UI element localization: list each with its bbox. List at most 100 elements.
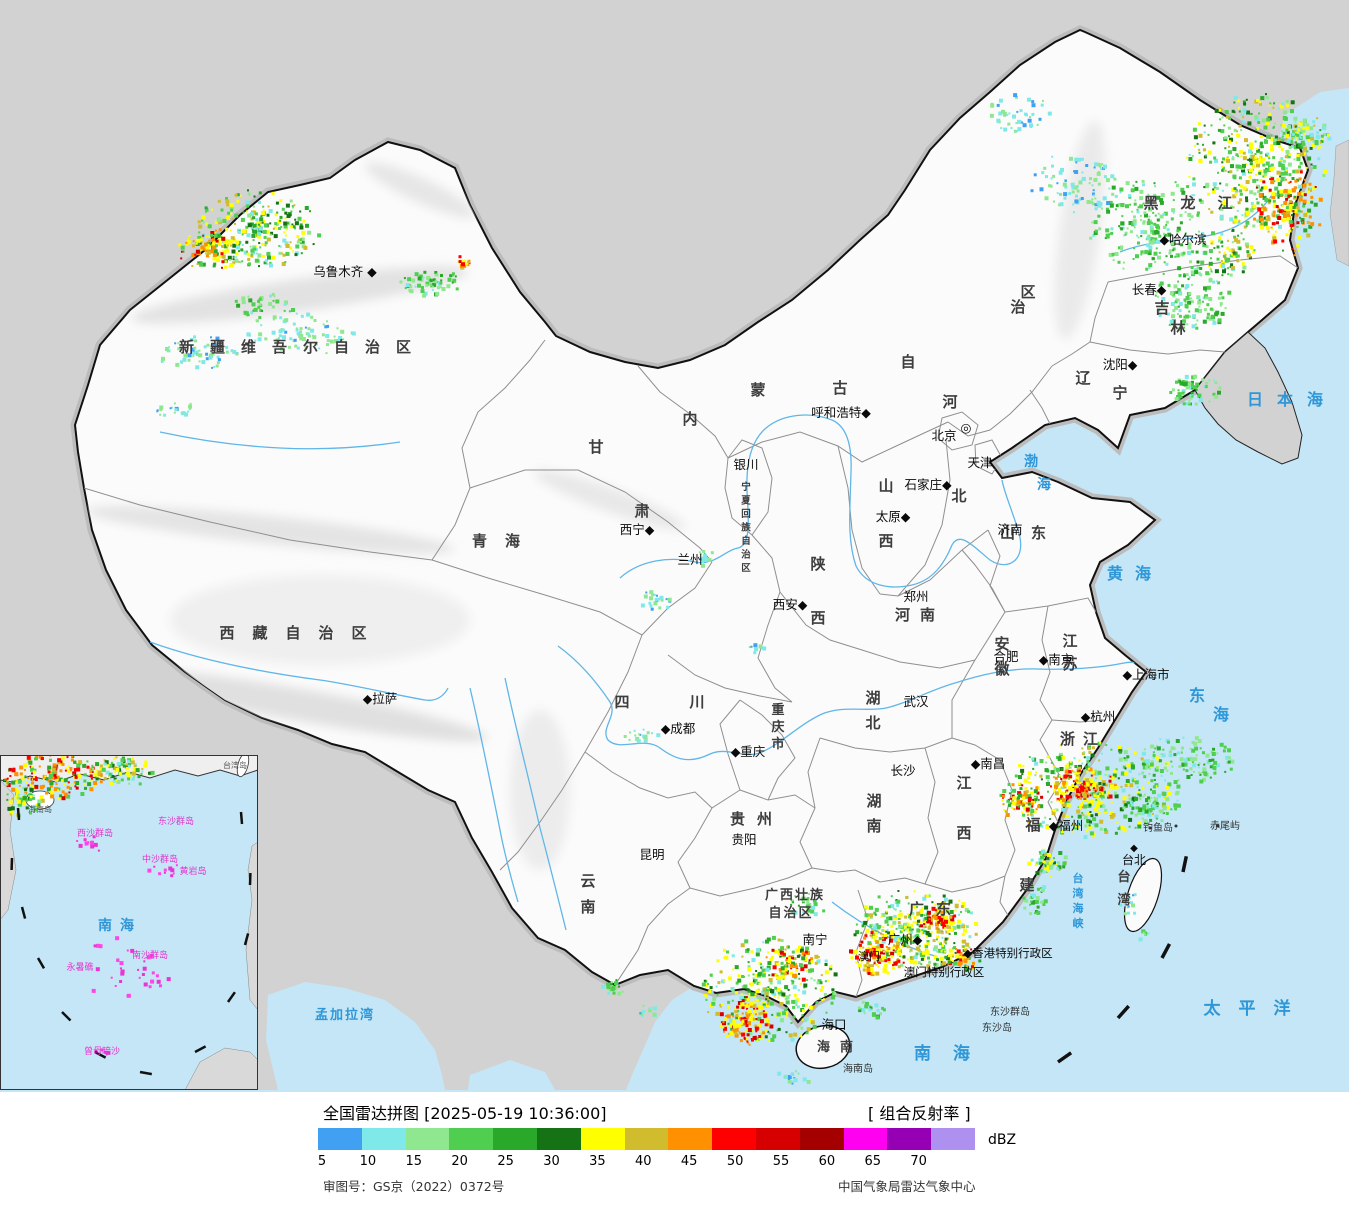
map-label: 徽	[993, 660, 1010, 678]
legend-color-swatch	[361, 1128, 406, 1150]
map-label: 内	[682, 410, 697, 428]
legend-value: 25	[497, 1154, 514, 1169]
legend-value: 30	[543, 1154, 560, 1169]
map-label: 峡	[1073, 916, 1085, 930]
map-title: 全国雷达拼图 [2025-05-19 10:36:00]	[323, 1104, 607, 1123]
map-label: 天津	[967, 455, 992, 470]
map-label: 安	[994, 635, 1009, 653]
map-label: 南海	[914, 1043, 992, 1064]
map-label: 黄海	[1107, 564, 1163, 583]
map-label: 山	[878, 477, 893, 495]
map-label: 西沙群岛	[77, 827, 113, 839]
map-label: 自	[741, 535, 751, 547]
legend-footer: 全国雷达拼图 [2025-05-19 10:36:00] [ 组合反射率 ] d…	[0, 1092, 1349, 1208]
legend-color-swatch	[756, 1128, 800, 1150]
map-label: 宁	[1112, 384, 1127, 402]
legend-color-swatch	[624, 1128, 669, 1150]
map-label: 永暑礁	[66, 961, 93, 973]
legend-value: 65	[864, 1154, 882, 1169]
map-label: 苏	[1062, 655, 1077, 673]
map-label: 宁	[741, 481, 751, 493]
map-label: 回	[741, 509, 751, 520]
map-label: 海南岛	[843, 1062, 873, 1075]
map-label: 太原◆	[876, 509, 911, 524]
map-label: 云	[580, 872, 595, 890]
map-label: 西安◆	[773, 597, 808, 612]
map-label: 中沙群岛	[142, 853, 178, 865]
legend-color-swatch	[405, 1128, 450, 1150]
legend-color-swatch	[843, 1128, 888, 1150]
map-label: 新疆维吾尔自治区	[179, 338, 427, 356]
map-label: 西	[956, 824, 971, 842]
legend-value: 20	[451, 1154, 468, 1169]
map-label: 甘	[588, 438, 603, 456]
diaoyu-islands	[1148, 824, 1220, 830]
map-label: 江	[956, 774, 971, 792]
map-label: ◆重庆	[731, 744, 766, 759]
map-label: 台北	[1122, 852, 1146, 867]
map-label: 郑州	[903, 589, 928, 604]
legend-color-swatch	[449, 1128, 494, 1150]
map-label: 林	[1170, 319, 1186, 337]
map-label: 河南	[895, 606, 945, 624]
data-source: 中国气象局雷达气象中心	[838, 1179, 976, 1194]
legend-color-swatch	[887, 1128, 932, 1150]
map-label: 长春◆	[1132, 282, 1167, 297]
map-label: 西	[878, 532, 893, 550]
radar-echo-layer	[156, 93, 1332, 1085]
map-label: ◆香港特别行政区	[963, 946, 1052, 960]
map-label: 四	[614, 693, 629, 711]
map-label: 台湾岛	[223, 760, 247, 770]
map-label: 东沙岛	[982, 1021, 1012, 1034]
map-label: 石家庄◆	[904, 477, 952, 492]
map-label: 南	[866, 817, 881, 835]
map-label: 湾	[1117, 892, 1130, 908]
legend-color-swatch	[493, 1128, 538, 1150]
map-label: ◆拉萨	[363, 691, 398, 706]
map-label: 海	[1037, 476, 1051, 493]
map-label: 市	[771, 736, 784, 752]
map-label: 浙江	[1060, 730, 1106, 748]
map-label: 台	[1073, 871, 1084, 885]
map-label: 北京	[931, 428, 956, 443]
legend-value: 60	[818, 1154, 836, 1169]
legend-value: 40	[635, 1154, 652, 1169]
map-label: 南海	[98, 917, 142, 934]
legend-color-swatch	[318, 1128, 362, 1150]
map-label: 昆明	[639, 847, 664, 862]
legend-value: 55	[772, 1154, 790, 1169]
map-label: 湖	[866, 792, 881, 810]
map-label: 孟加拉湾	[315, 1007, 375, 1023]
product-name: [ 组合反射率 ]	[868, 1104, 971, 1123]
map-label: 长沙	[890, 763, 916, 778]
legend-color-swatch	[931, 1128, 976, 1150]
map-label: ◆南昌	[971, 756, 1006, 771]
map-label: 庆	[770, 719, 784, 735]
map-label: ◆南京	[1039, 652, 1074, 667]
map-label: 湖	[865, 689, 880, 707]
map-label: 肃	[634, 502, 649, 520]
map-label: 广西壮族	[765, 887, 825, 903]
map-label: 南沙群岛	[132, 949, 168, 961]
map-label: 太平洋	[1204, 998, 1309, 1019]
legend-value: 10	[359, 1154, 377, 1169]
map-label: 川	[688, 693, 704, 711]
map-label: 区	[1020, 283, 1035, 301]
map-label: 武汉	[903, 694, 929, 709]
map-label: 建	[1019, 876, 1035, 894]
map-label: 呼和浩特◆	[811, 405, 871, 420]
map-label: 南宁	[802, 932, 827, 947]
bay-of-bengal	[266, 982, 445, 1090]
map-label: 钓鱼岛	[1143, 821, 1173, 834]
map-label: 福	[1024, 816, 1040, 834]
map-label: 海	[1213, 705, 1229, 724]
map-label: 海南岛	[28, 804, 52, 814]
map-label: 自	[900, 353, 915, 371]
map-label: 台	[1117, 869, 1130, 885]
map-label: 银川	[733, 457, 758, 472]
map-label: 海	[1073, 901, 1084, 915]
map-label: 古	[832, 379, 847, 397]
map-label: ◆成都	[661, 721, 696, 736]
